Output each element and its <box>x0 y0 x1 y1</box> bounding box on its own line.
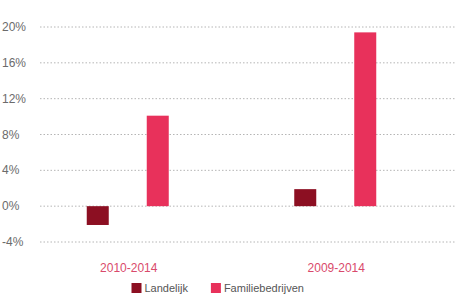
category-label: 2009-2014 <box>308 261 366 275</box>
tick-label: 16% <box>2 56 26 70</box>
tick-label: 4% <box>2 163 20 177</box>
category-label: 2010-2014 <box>100 261 158 275</box>
legend-swatch <box>211 283 221 293</box>
chart: -4% 0% 4% 8% 12% 16% 20% 2010-2014 2009-2014 Land… <box>0 0 468 304</box>
tick-label: 8% <box>2 128 20 142</box>
grid-line <box>40 98 455 99</box>
grid-line <box>40 170 455 171</box>
bar <box>87 206 109 225</box>
bar <box>294 189 316 206</box>
tick-label: 12% <box>2 92 26 106</box>
bar <box>354 32 376 206</box>
tick-label: 20% <box>2 20 26 34</box>
legend: Landelijk Familiebedrijven <box>132 282 304 294</box>
grid-line <box>40 62 455 63</box>
legend-label: Familiebedrijven <box>224 282 304 294</box>
tick-label: 0% <box>2 199 20 213</box>
legend-label: Landelijk <box>145 282 189 294</box>
grid-line <box>40 134 455 135</box>
tick-label: -4% <box>2 235 24 249</box>
bar <box>147 116 169 206</box>
grid-line <box>40 27 455 28</box>
bars <box>87 32 377 225</box>
grid-line <box>40 242 455 243</box>
legend-swatch <box>132 283 142 293</box>
